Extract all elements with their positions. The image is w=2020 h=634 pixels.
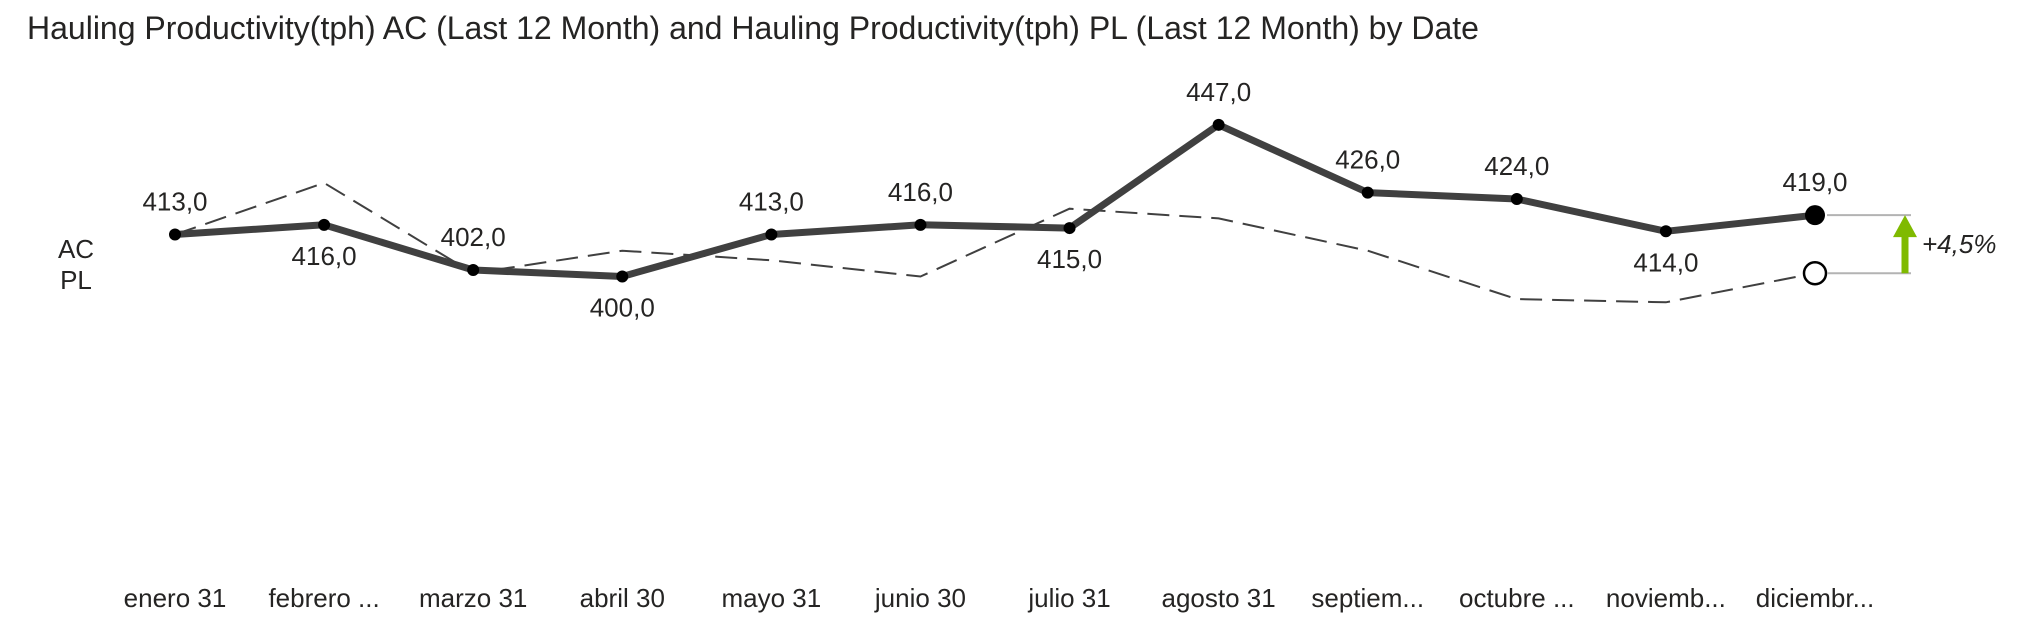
ac-data-label: 424,0 bbox=[1484, 151, 1549, 181]
ac-data-label: 426,0 bbox=[1335, 145, 1400, 175]
pl-series bbox=[174, 181, 1828, 304]
ac-point bbox=[914, 218, 927, 231]
pl-line bbox=[174, 181, 1816, 304]
ac-series bbox=[169, 118, 1825, 283]
x-axis-labels: enero 31 febrero ... marzo 31 abril 30 mayo … bbox=[124, 583, 1875, 613]
ac-line bbox=[174, 121, 1816, 280]
legend-ac-label: AC bbox=[58, 234, 94, 264]
ac-point bbox=[1361, 186, 1374, 199]
variance-label: +4,5% bbox=[1922, 229, 1996, 259]
x-axis-label: agosto 31 bbox=[1162, 583, 1276, 613]
ac-point bbox=[616, 270, 629, 283]
x-axis-label: mayo 31 bbox=[721, 583, 821, 613]
variance-arrow-icon bbox=[1893, 215, 1917, 238]
ac-data-label: 402,0 bbox=[441, 222, 506, 252]
ac-point bbox=[1659, 225, 1672, 238]
ac-point bbox=[169, 228, 181, 241]
legend-pl-label: PL bbox=[60, 265, 92, 295]
ac-data-label: 416,0 bbox=[292, 241, 357, 271]
ac-data-label: 400,0 bbox=[590, 292, 655, 322]
ac-data-label: 413,0 bbox=[739, 187, 804, 217]
ac-data-label: 447,0 bbox=[1186, 77, 1251, 107]
ac-point bbox=[765, 228, 778, 241]
ac-data-label: 416,0 bbox=[888, 177, 953, 207]
ac-point bbox=[1510, 193, 1523, 206]
ac-point bbox=[1063, 222, 1076, 235]
x-axis-label: abril 30 bbox=[580, 583, 665, 613]
x-axis-label: diciembr... bbox=[1756, 583, 1875, 613]
variance-indicator: +4,5% bbox=[1827, 214, 1996, 275]
ac-point bbox=[318, 218, 331, 231]
ac-data-label: 414,0 bbox=[1633, 247, 1698, 277]
ac-data-label: 415,0 bbox=[1037, 244, 1102, 274]
ac-data-label: 419,0 bbox=[1782, 167, 1847, 197]
pl-last-point bbox=[1802, 260, 1828, 286]
ac-point bbox=[1212, 118, 1225, 131]
variance-bar bbox=[1901, 233, 1909, 274]
ac-point bbox=[467, 264, 480, 277]
data-labels: 413,0 416,0 402,0 400,0 413,0 416,0 415,0 447,0… bbox=[142, 77, 1847, 323]
chart-title: Hauling Productivity(tph) AC (Last 12 Mo… bbox=[27, 10, 1479, 46]
x-axis-label: noviemb... bbox=[1606, 583, 1726, 613]
x-axis-label: junio 30 bbox=[874, 583, 966, 613]
x-axis-label: febrero ... bbox=[268, 583, 379, 613]
x-axis-label: marzo 31 bbox=[419, 583, 527, 613]
x-axis-label: octubre ... bbox=[1459, 583, 1575, 613]
x-axis-label: enero 31 bbox=[124, 583, 227, 613]
x-axis-label: julio 31 bbox=[1027, 583, 1110, 613]
ac-data-label: 413,0 bbox=[142, 187, 207, 217]
ac-last-point bbox=[1805, 205, 1825, 226]
x-axis-label: septiem... bbox=[1311, 583, 1424, 613]
